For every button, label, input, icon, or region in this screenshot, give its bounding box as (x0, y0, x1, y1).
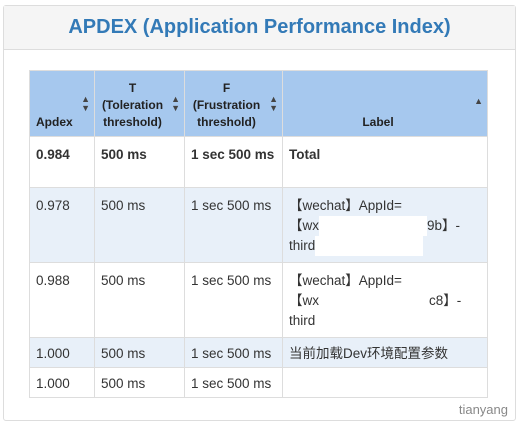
header-letter-t: T (128, 81, 137, 95)
table-row: 1.000 500 ms 1 sec 500 ms 当前加载Dev环境配置参数 (29, 337, 488, 368)
cell-f: 1 sec 500 ms (184, 136, 283, 188)
cell-t: 500 ms (94, 262, 185, 338)
redaction-block (319, 216, 427, 236)
header-desc-f1: (Frustration (192, 98, 261, 112)
column-header-frustration[interactable]: F (Frustration threshold) ▲ ▼ (184, 70, 283, 137)
cell-label: Total (282, 136, 488, 188)
label-line-2: 【wx 9b】- (289, 216, 481, 236)
label-line-2-start: 【wx (289, 293, 319, 308)
label-line-1: 【wechat】AppId= (289, 198, 402, 213)
sort-asc-icon: ▲ (474, 96, 483, 106)
column-header-label[interactable]: Label ▲ (282, 70, 488, 137)
header-desc-f2: threshold) (197, 115, 256, 129)
label-line-2-end: c8】- (429, 293, 462, 308)
redaction-block (319, 291, 429, 311)
panel-heading: APDEX (Application Performance Index) (4, 6, 515, 50)
cell-t: 500 ms (94, 136, 185, 188)
sort-both-icon: ▲ ▼ (81, 94, 90, 113)
label-line-2: 【wx c8】- (289, 291, 481, 311)
header-desc-t1: (Toleration (101, 98, 164, 112)
cell-t: 500 ms (94, 337, 185, 368)
cell-label: 【wechat】AppId= 【wx 9b】- third (282, 187, 488, 263)
label-line-3-text: third (289, 313, 316, 328)
table-row: 0.988 500 ms 1 sec 500 ms 【wechat】AppId=… (29, 262, 488, 338)
cell-label: 【wechat】AppId= 【wx c8】- third (282, 262, 488, 338)
sort-both-icon: ▲ ▼ (171, 94, 180, 113)
redaction-block (315, 236, 424, 256)
label-line-3-text: third (289, 238, 316, 253)
label-line-3: third (289, 311, 481, 331)
cell-f: 1 sec 500 ms (184, 262, 283, 338)
cell-apdex: 0.978 (29, 187, 95, 263)
cell-label (282, 367, 488, 398)
header-desc-t2: threshold) (103, 115, 162, 129)
cell-apdex: 1.000 (29, 337, 95, 368)
sort-both-icon: ▲ ▼ (269, 94, 278, 113)
cell-apdex: 1.000 (29, 367, 95, 398)
redaction-block (315, 311, 426, 331)
cell-t: 500 ms (94, 187, 185, 263)
label-line-1: 【wechat】AppId= (289, 273, 402, 288)
cell-apdex: 0.984 (29, 136, 95, 188)
header-label-apdex: Apdex (36, 115, 73, 129)
table-row-total: 0.984 500 ms 1 sec 500 ms Total (29, 136, 488, 188)
apdex-table: Apdex ▲ ▼ T (Toleration threshold) ▲ ▼ F (… (29, 70, 488, 398)
panel-title: APDEX (Application Performance Index) (68, 16, 451, 38)
column-header-toleration[interactable]: T (Toleration threshold) ▲ ▼ (94, 70, 185, 137)
cell-f: 1 sec 500 ms (184, 187, 283, 263)
label-line-3: third (289, 236, 481, 256)
column-header-apdex[interactable]: Apdex ▲ ▼ (29, 70, 95, 137)
cell-f: 1 sec 500 ms (184, 367, 283, 398)
table-row: 0.978 500 ms 1 sec 500 ms 【wechat】AppId=… (29, 187, 488, 263)
table-row: 1.000 500 ms 1 sec 500 ms (29, 367, 488, 398)
cell-f: 1 sec 500 ms (184, 337, 283, 368)
watermark: tianyang (458, 402, 508, 417)
cell-t: 500 ms (94, 367, 185, 398)
header-letter-f: F (222, 81, 231, 95)
cell-apdex: 0.988 (29, 262, 95, 338)
header-label-label: Label (362, 115, 394, 129)
label-line-2-start: 【wx (289, 218, 319, 233)
cell-label: 当前加载Dev环境配置参数 (282, 337, 488, 368)
label-line-2-end: 9b】- (427, 218, 461, 233)
